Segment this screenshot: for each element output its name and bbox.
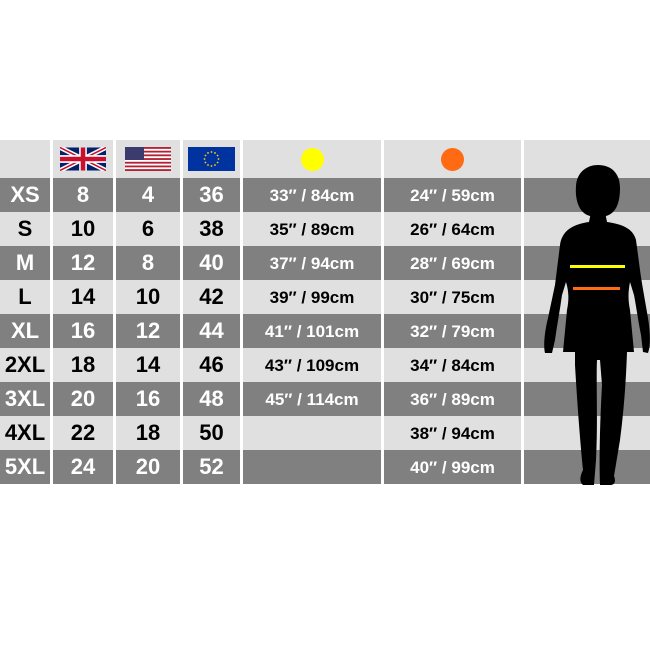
eu-star [207,164,209,166]
cell-size: M [0,246,50,280]
cell-eu: 52 [183,450,240,484]
cell-figure [524,382,650,416]
eu-star [203,158,206,160]
cell-figure [524,212,650,246]
cell-bust: 37″ / 94cm [243,246,381,280]
header-size [0,140,50,178]
eu-star [210,151,213,153]
us-flag-icon [125,147,171,171]
cell-us: 14 [116,348,180,382]
cell-figure [524,280,650,314]
cell-bust [243,416,381,450]
header-figure [524,140,650,178]
cell-size: XL [0,314,50,348]
header-bust [243,140,381,178]
cell-waist: 32″ / 79cm [384,314,521,348]
cell-us: 6 [116,212,180,246]
eu-star [214,164,216,166]
cell-waist: 28″ / 69cm [384,246,521,280]
cell-us: 16 [116,382,180,416]
uk-flag-icon [60,147,106,171]
cell-us: 10 [116,280,180,314]
cell-figure [524,416,650,450]
header-waist [384,140,521,178]
cell-figure [524,246,650,280]
cell-uk: 20 [53,382,113,416]
cell-waist: 36″ / 89cm [384,382,521,416]
eu-star [216,154,219,157]
header-eu [183,140,240,178]
cell-eu: 38 [183,212,240,246]
cell-us: 12 [116,314,180,348]
cell-waist: 40″ / 99cm [384,450,521,484]
cell-waist: 30″ / 75cm [384,280,521,314]
cell-size: 3XL [0,382,50,416]
cell-eu: 50 [183,416,240,450]
cell-uk: 8 [53,178,113,212]
cell-size: XS [0,178,50,212]
cell-us: 4 [116,178,180,212]
cell-uk: 16 [53,314,113,348]
cell-us: 18 [116,416,180,450]
eu-star [207,152,209,154]
cell-eu: 42 [183,280,240,314]
cell-uk: 18 [53,348,113,382]
cell-us: 8 [116,246,180,280]
cell-size: S [0,212,50,246]
cell-bust [243,450,381,484]
cell-bust: 35″ / 89cm [243,212,381,246]
eu-flag-icon [188,147,235,171]
cell-waist: 38″ / 94cm [384,416,521,450]
cell-bust: 33″ / 84cm [243,178,381,212]
cell-uk: 24 [53,450,113,484]
eu-star [217,158,220,160]
orange-dot-icon [441,147,464,171]
cell-waist: 26″ / 64cm [384,212,521,246]
cell-eu: 48 [183,382,240,416]
cell-uk: 10 [53,212,113,246]
header-us [116,140,180,178]
cell-bust: 45″ / 114cm [243,382,381,416]
size-chart-table: XS 8 4 36 33″ / 84cm 24″ / 59cm S 10 6 38 35″ / 89… [0,140,650,484]
cell-bust: 39″ / 99cm [243,280,381,314]
cell-uk: 14 [53,280,113,314]
cell-figure [524,348,650,382]
cell-size: 2XL [0,348,50,382]
cell-eu: 36 [183,178,240,212]
cell-figure [524,314,650,348]
cell-bust: 41″ / 101cm [243,314,381,348]
eu-star [210,165,213,167]
cell-eu: 46 [183,348,240,382]
cell-size: 5XL [0,450,50,484]
cell-figure [524,178,650,212]
cell-eu: 40 [183,246,240,280]
eu-star [204,161,207,164]
eu-star [204,154,207,157]
eu-star [216,161,219,164]
cell-uk: 12 [53,246,113,280]
cell-waist: 24″ / 59cm [384,178,521,212]
cell-size: 4XL [0,416,50,450]
cell-eu: 44 [183,314,240,348]
header-uk [53,140,113,178]
cell-waist: 34″ / 84cm [384,348,521,382]
cell-size: L [0,280,50,314]
cell-bust: 43″ / 109cm [243,348,381,382]
cell-us: 20 [116,450,180,484]
cell-figure [524,450,650,484]
yellow-dot-icon [300,147,324,171]
eu-star [214,152,216,154]
cell-uk: 22 [53,416,113,450]
